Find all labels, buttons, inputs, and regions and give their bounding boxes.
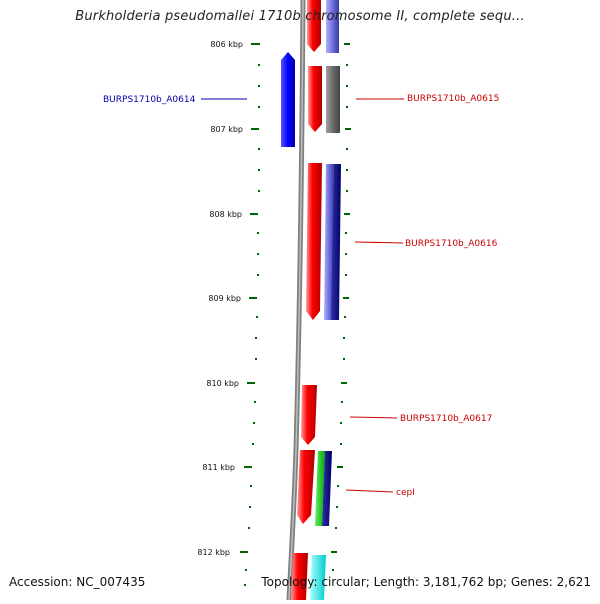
- tick-mark: [244, 466, 252, 468]
- feature-block: [331, 164, 341, 320]
- page-title: Burkholderia pseudomallei 1710b chromoso…: [75, 9, 525, 24]
- tick-labels: 806 kbp 807 kbp 808 kbp 809 kbp 810 kbp …: [197, 40, 243, 557]
- tick-mark: [249, 297, 257, 299]
- tick-label: 810 kbp: [206, 379, 239, 388]
- tick-mark: [250, 213, 258, 215]
- tick-label: 808 kbp: [209, 210, 242, 219]
- tick-mark: [247, 382, 255, 384]
- accession-text: Accession: NC_007435: [9, 575, 146, 589]
- outer-dotted-guide: [331, 43, 351, 571]
- label-a0614[interactable]: BURPS1710b_A0614: [103, 95, 196, 105]
- tick-label: 811 kbp: [202, 463, 235, 472]
- label-a0615[interactable]: BURPS1710b_A0615: [407, 94, 499, 104]
- feature-block: [315, 451, 325, 526]
- gene-block: [297, 450, 315, 524]
- gene-a0617: [301, 385, 317, 445]
- feature-block: [310, 555, 326, 600]
- tick-label: 812 kbp: [197, 548, 230, 557]
- gene-a0615: [308, 66, 322, 132]
- topology-text: Topology: circular; Length: 3,181,762 bp…: [261, 575, 591, 589]
- tick-marks: [240, 43, 259, 553]
- feature-block: [326, 0, 339, 53]
- feature-block: [322, 451, 332, 526]
- inner-dotted-guide: [244, 43, 260, 586]
- label-a0616[interactable]: BURPS1710b_A0616: [405, 239, 498, 249]
- gene-a0614[interactable]: [281, 52, 295, 147]
- gene-block: [291, 553, 308, 600]
- label-cepl[interactable]: cepI: [396, 488, 415, 498]
- label-leaders: [201, 98, 404, 493]
- label-a0617[interactable]: BURPS1710b_A0617: [400, 414, 492, 424]
- tick-label: 806 kbp: [210, 40, 243, 49]
- forward-genes[interactable]: [291, 0, 322, 600]
- tick-label: 807 kbp: [210, 125, 243, 134]
- gene-a0616: [306, 163, 322, 320]
- feature-tracks[interactable]: [310, 0, 341, 600]
- feature-block: [324, 164, 334, 320]
- tick-label: 809 kbp: [208, 294, 241, 303]
- tick-mark: [251, 43, 259, 45]
- tick-mark: [251, 128, 259, 130]
- tick-mark: [240, 551, 248, 553]
- gene-block: [307, 0, 321, 52]
- feature-block: [326, 66, 340, 133]
